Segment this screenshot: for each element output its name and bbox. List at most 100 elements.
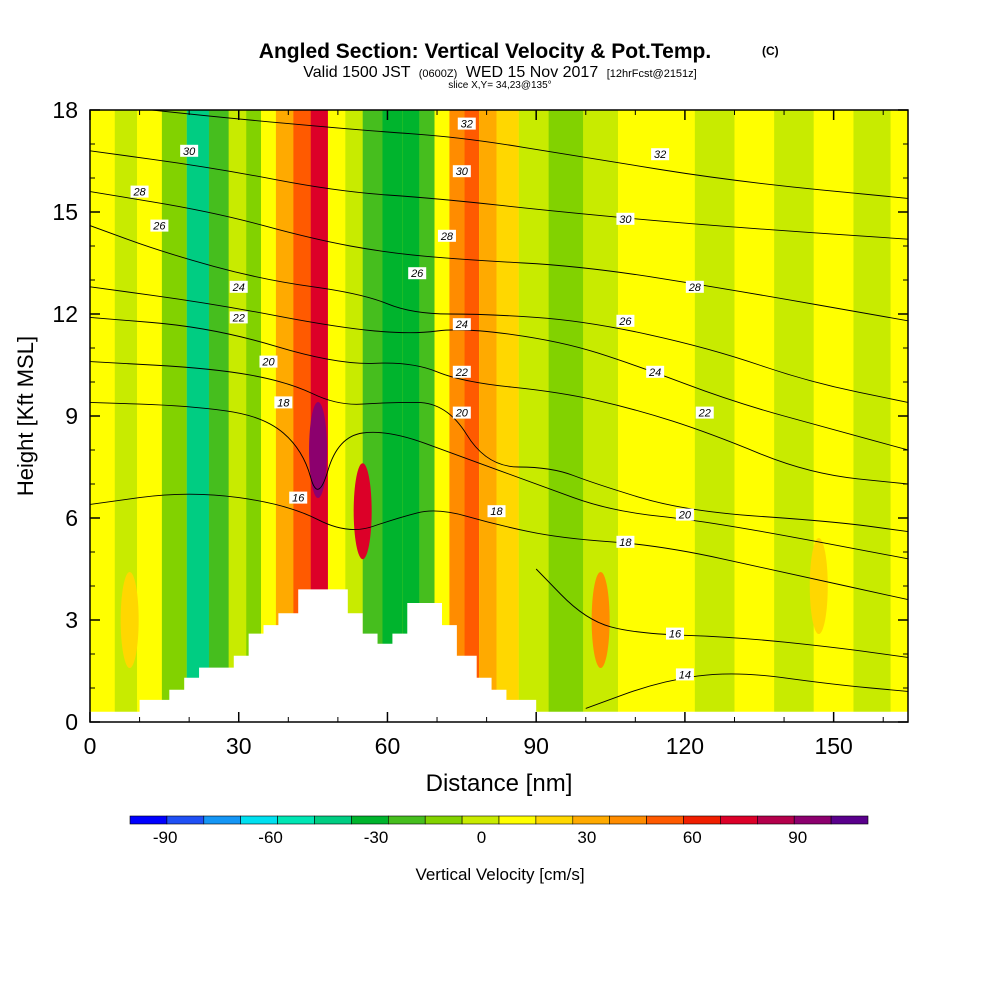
contour-label: 20 [261,357,275,369]
velocity-band [161,110,187,722]
contour-label: 28 [132,187,146,199]
contour-label-box [452,318,471,331]
velocity-core [809,538,828,634]
contour-label: 26 [410,268,424,280]
colorbar-swatch [351,815,389,825]
velocity-band [114,110,138,722]
contour-label: 28 [440,231,454,243]
x-tick-label: 0 [84,733,97,759]
y-axis-label: Height [Kft MSL] [13,336,38,496]
velocity-band [496,110,519,722]
contour-label: 30 [456,166,469,178]
contour-label-box [675,508,694,521]
valid-date: WED 15 Nov 2017 [466,64,599,81]
contour-label: 22 [455,367,468,379]
contour-label-box [289,491,308,504]
velocity-band [275,110,294,722]
velocity-band [434,110,450,722]
velocity-band [228,110,247,722]
isentrope-24 [90,286,908,451]
contour-label-box [616,535,635,548]
contour-label-box [229,311,248,324]
x-tick-label: 90 [523,733,549,759]
isentrope-18 [90,493,908,601]
isentrope-16 [535,568,908,658]
x-axis: 0 30 60 90 120 150 [84,110,884,759]
contour-label: 28 [688,282,702,294]
velocity-band [419,110,435,722]
velocity-core [309,402,328,498]
contour-label: 32 [461,119,473,131]
contour-label-box [675,668,694,681]
contour-label: 16 [669,629,682,641]
isentrope-26 [90,225,908,403]
velocity-band [261,110,276,722]
colorbar-label: Vertical Velocity [cm/s] [415,865,584,884]
colorbar-swatch [498,815,537,825]
colorbar-swatch [240,815,278,825]
colorbar-swatch [424,815,463,825]
contour-label-box [150,219,169,232]
contour-label-box [685,280,704,293]
contour-label: 26 [152,221,166,233]
colorbar-tick-label: -30 [364,828,389,847]
contour-label-box [259,355,278,368]
velocity-band [402,110,420,722]
colorbar-ticks: -90 -60 -30 0 30 60 90 [153,828,807,847]
velocity-core [591,572,610,668]
forecast-info: [12hrFcst@2151z] [607,68,697,80]
velocity-band [362,110,383,722]
colorbar-swatch [129,815,168,825]
velocity-band [479,110,497,722]
contour-label-box [437,229,456,242]
velocity-band [246,110,262,722]
isentrope-22 [90,316,908,485]
contour-label-box [665,627,684,640]
contour-label: 18 [277,397,290,409]
valid-utc: (0600Z) [419,68,458,80]
velocity-band [327,110,346,722]
velocity-band [617,110,656,722]
contour-label-box [616,212,635,225]
y-tick-label: 6 [65,505,78,531]
colorbar-tick-label: 90 [788,828,807,847]
contour-label-box [130,185,149,198]
colorbar [129,815,869,825]
colorbar-tick-label: -60 [258,828,283,847]
velocity-band [186,110,209,722]
contour-label-box [408,267,427,280]
contour-label: 16 [292,493,305,505]
y-tick-label: 0 [65,709,78,735]
isentrope-28 [90,191,908,322]
contour-label-box [616,314,635,327]
contour-label: 30 [183,146,196,158]
x-tick-label: 30 [226,733,252,759]
velocity-band [137,110,162,722]
colorbar-tick-label: 0 [477,828,486,847]
colorbar-swatch [756,815,795,825]
velocity-band [382,110,403,722]
contour-label-box [452,365,471,378]
contour-label: 24 [455,319,468,331]
x-tick-label: 120 [666,733,704,759]
colorbar-swatch [793,815,832,825]
isentrope-30 [90,150,908,240]
y-tick-label: 12 [52,301,78,327]
velocity-band [655,110,695,722]
colorbar-swatch [535,815,574,825]
y-axis: 0 3 6 9 12 15 18 [52,97,908,735]
y-tick-label: 9 [65,403,78,429]
contour-labels: 30 28 26 24 22 20 18 16 32 30 28 26 24 22 20 18 32 30 28 26… [130,117,714,681]
contour-label: 22 [232,312,245,324]
colorbar-swatch [203,815,242,825]
contour-label-box [229,280,248,293]
contour-label: 20 [455,408,469,420]
colorbar-swatch [830,815,869,825]
velocity-band [518,110,549,722]
velocity-band [464,110,480,722]
colorbar-swatch [646,815,684,825]
colorbar-swatch [720,815,758,825]
valid-main: Valid 1500 JST [303,64,411,81]
contour-label-box [274,396,293,409]
